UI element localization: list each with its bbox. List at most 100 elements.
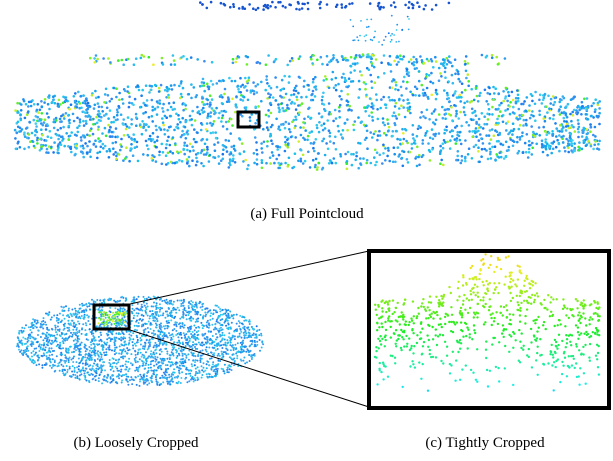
point xyxy=(106,377,108,379)
point xyxy=(150,140,153,143)
point xyxy=(440,75,443,78)
point xyxy=(105,88,108,91)
point xyxy=(234,161,237,164)
point xyxy=(525,151,528,154)
point xyxy=(116,108,119,111)
point xyxy=(101,132,104,135)
point xyxy=(403,138,406,141)
point xyxy=(448,100,451,103)
point xyxy=(146,375,148,377)
point xyxy=(97,96,100,99)
point xyxy=(83,311,85,313)
point xyxy=(246,168,249,171)
point xyxy=(208,322,210,324)
point xyxy=(528,104,531,107)
point xyxy=(130,143,133,146)
point xyxy=(486,55,489,58)
point xyxy=(454,73,457,76)
point xyxy=(256,335,258,337)
point xyxy=(326,119,329,122)
point xyxy=(395,130,398,133)
point xyxy=(166,86,169,89)
point xyxy=(133,379,135,381)
point xyxy=(498,156,501,159)
point xyxy=(382,144,385,147)
point xyxy=(298,58,301,61)
point xyxy=(185,314,187,316)
point xyxy=(477,130,480,133)
point xyxy=(145,140,148,143)
point xyxy=(284,162,287,165)
point xyxy=(198,342,200,344)
point xyxy=(507,108,510,111)
point xyxy=(212,363,214,365)
point xyxy=(38,345,40,347)
point xyxy=(133,63,136,66)
point xyxy=(193,86,196,89)
point xyxy=(298,111,301,114)
point xyxy=(172,108,175,111)
point xyxy=(222,344,224,346)
point xyxy=(227,120,230,123)
point xyxy=(60,335,62,337)
point xyxy=(427,142,430,145)
point xyxy=(139,309,141,311)
point xyxy=(564,112,567,115)
point xyxy=(97,126,100,129)
point xyxy=(213,110,216,113)
point xyxy=(51,343,53,345)
point xyxy=(175,376,177,378)
point xyxy=(178,381,180,383)
point xyxy=(240,342,242,344)
point xyxy=(443,89,446,92)
point xyxy=(416,61,419,64)
point xyxy=(426,87,429,90)
point xyxy=(366,19,368,21)
point xyxy=(594,140,597,143)
point xyxy=(341,76,344,79)
point xyxy=(79,121,82,124)
point xyxy=(245,351,247,353)
point xyxy=(402,80,405,83)
point xyxy=(191,353,193,355)
point xyxy=(27,355,29,357)
point xyxy=(83,136,86,139)
point xyxy=(408,1,411,4)
point xyxy=(439,153,442,156)
point xyxy=(43,317,45,319)
point xyxy=(502,90,505,93)
point xyxy=(43,352,45,354)
point xyxy=(153,373,155,375)
point xyxy=(166,379,168,381)
point xyxy=(377,76,380,79)
point xyxy=(105,351,107,353)
point xyxy=(195,339,197,341)
point xyxy=(32,343,34,345)
point xyxy=(251,326,253,328)
point xyxy=(225,342,227,344)
point xyxy=(49,130,52,133)
point xyxy=(188,165,191,168)
point xyxy=(150,353,152,355)
point xyxy=(108,345,110,347)
point xyxy=(512,145,515,148)
point xyxy=(153,346,155,348)
point xyxy=(452,82,455,85)
point xyxy=(199,350,201,352)
point xyxy=(133,309,135,311)
point xyxy=(345,162,348,165)
point xyxy=(138,366,140,368)
point xyxy=(179,322,181,324)
point xyxy=(182,311,184,313)
point xyxy=(351,164,354,167)
point xyxy=(347,151,350,154)
point xyxy=(194,343,196,345)
point xyxy=(385,104,388,107)
point xyxy=(112,374,114,376)
point xyxy=(250,89,253,92)
point xyxy=(458,135,461,138)
point xyxy=(371,64,374,67)
point xyxy=(517,94,520,97)
point xyxy=(191,336,193,338)
point xyxy=(252,81,255,84)
